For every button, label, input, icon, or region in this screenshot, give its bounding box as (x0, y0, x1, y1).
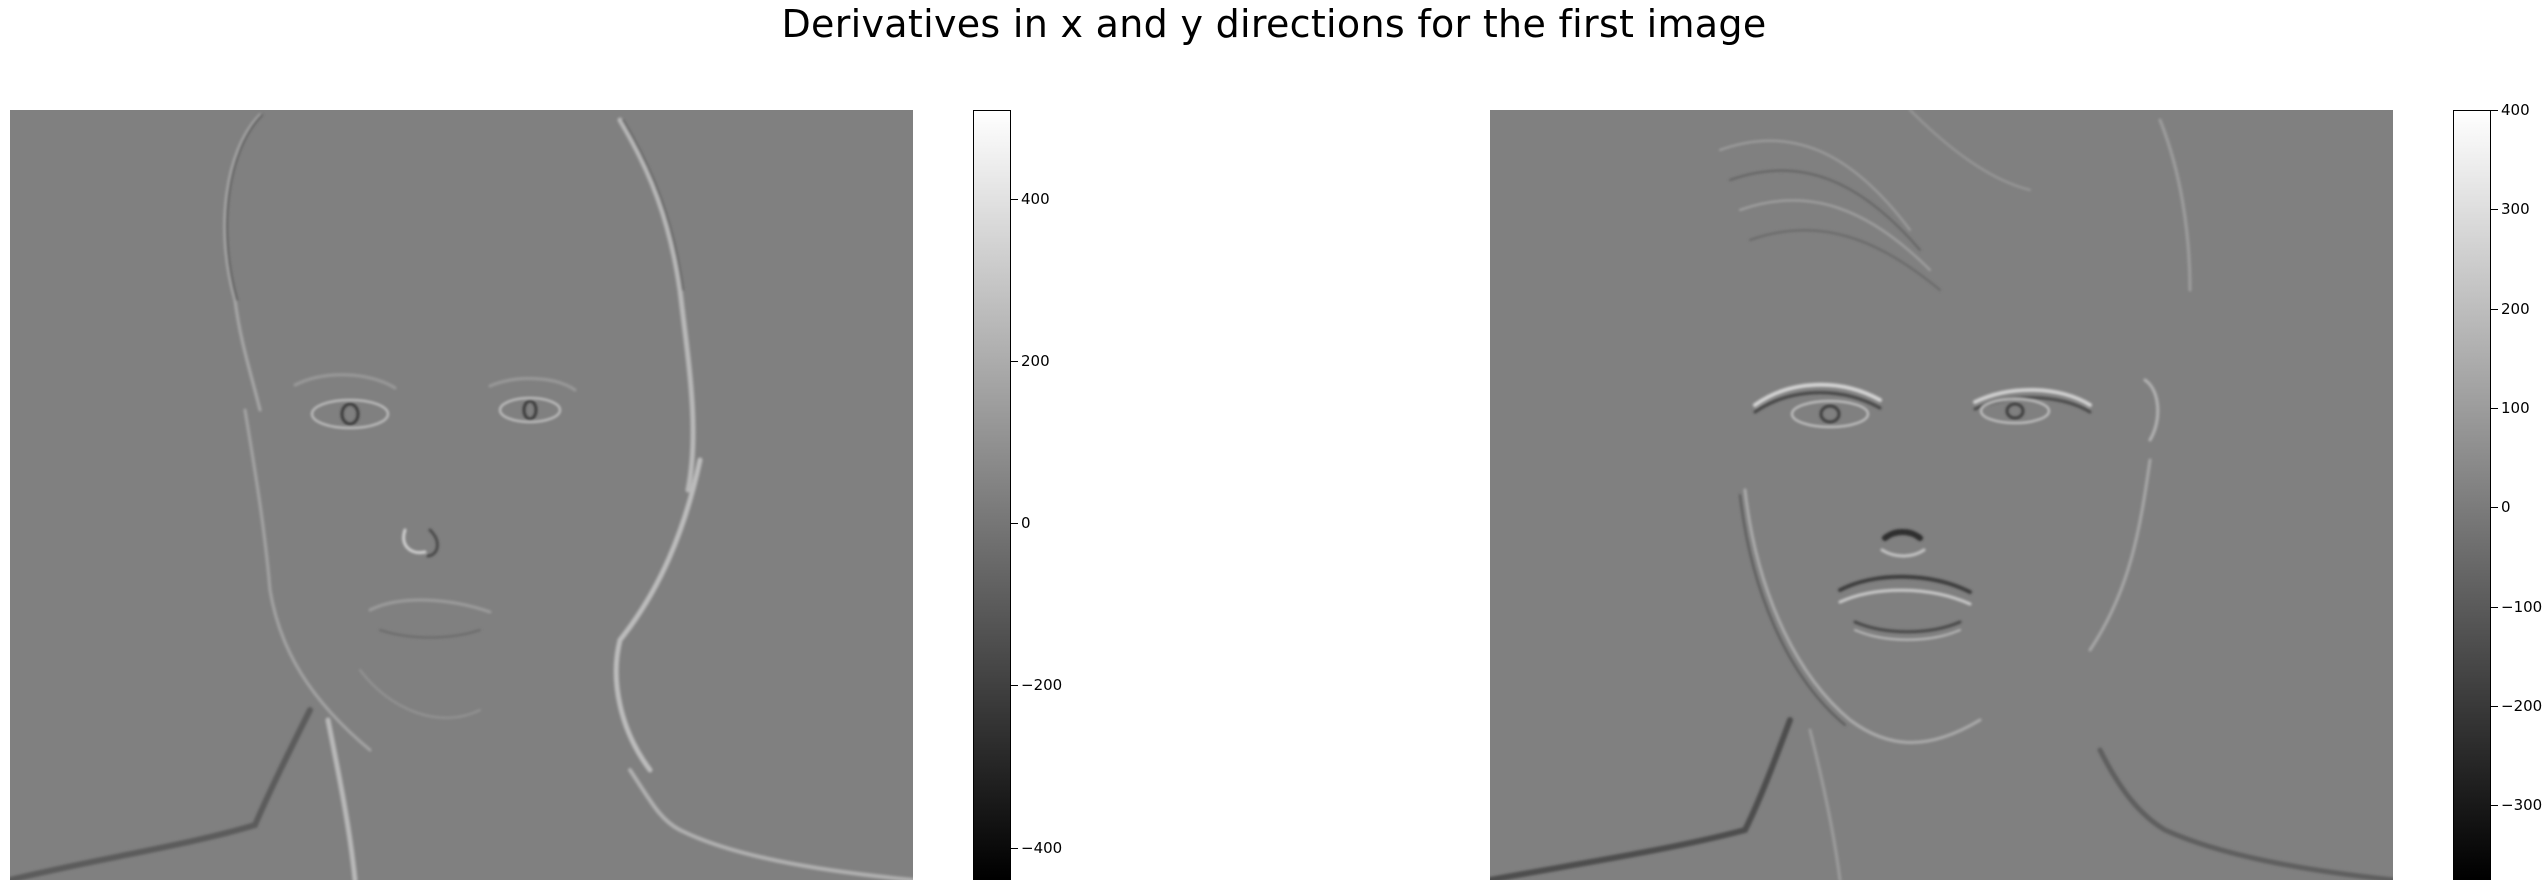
colorbar-tick-label: 400 (1021, 190, 1050, 209)
colorbar-tick-label: −300 (2501, 796, 2543, 815)
colorbar-tick-label: 0 (2501, 498, 2511, 517)
colorbar-tick (2491, 706, 2498, 708)
colorbar-tick-label: −200 (2501, 697, 2543, 716)
colorbar-tick (1011, 523, 1018, 525)
colorbar-tick-label: 0 (1021, 514, 1031, 533)
colorbar-tick-label: −400 (1021, 838, 1063, 857)
colorbar-tick (2491, 507, 2498, 509)
colorbar-tick (2491, 110, 2498, 111)
colorbar-tick-label: 200 (1021, 352, 1050, 371)
colorbar-tick (2491, 408, 2498, 410)
colorbar-tick (2491, 209, 2498, 211)
figure-title: Derivatives in x and y directions for th… (781, 2, 1767, 46)
colorbar-tick (1011, 361, 1018, 363)
colorbar-tick-label: 200 (2501, 299, 2530, 318)
colorbar-tick-label: 100 (2501, 399, 2530, 418)
colorbar-tick-label: −100 (2501, 597, 2543, 616)
colorbar-tick (2491, 606, 2498, 608)
colorbar-tick-label: 400 (2501, 101, 2530, 119)
colorbar-tick (1011, 847, 1018, 849)
colorbar-x (973, 110, 1011, 880)
colorbar-tick (2491, 308, 2498, 310)
colorbar-tick (2491, 805, 2498, 807)
colorbar-tick-label: −200 (1021, 676, 1063, 695)
derivative-x-image (10, 110, 913, 880)
colorbar-tick-label: 300 (2501, 200, 2530, 219)
colorbar-tick (1011, 685, 1018, 687)
colorbar-y (2453, 110, 2491, 880)
colorbar-tick (1011, 199, 1018, 201)
derivative-y-image (1490, 110, 2393, 880)
